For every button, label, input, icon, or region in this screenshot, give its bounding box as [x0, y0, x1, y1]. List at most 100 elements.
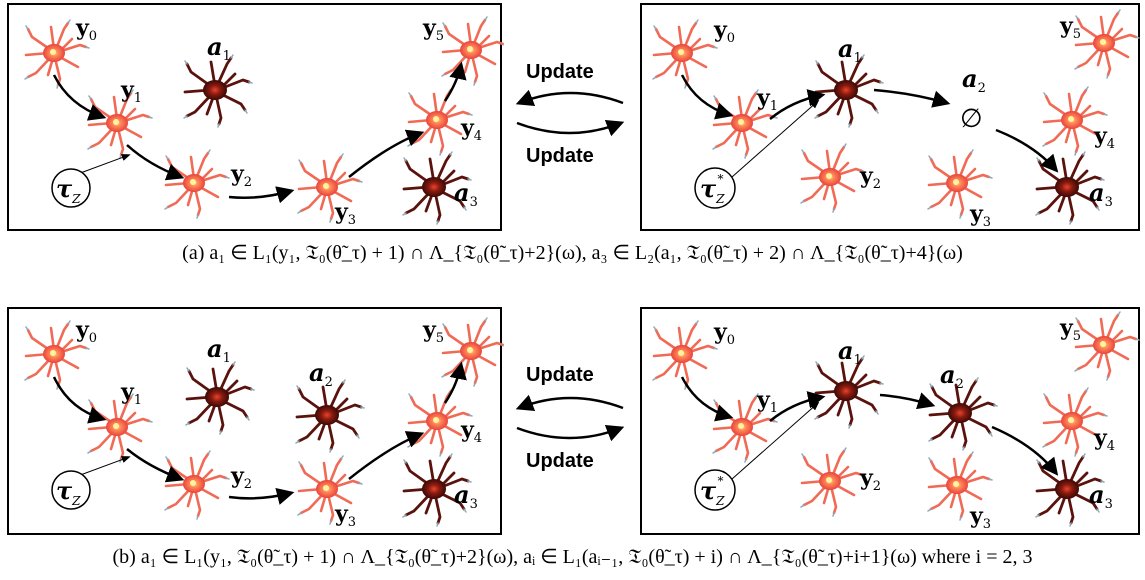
neuron-y5 [1073, 310, 1141, 382]
label-y2: y2 [230, 161, 252, 190]
arrow-y0-y1 [680, 74, 734, 120]
tau-circle [51, 470, 91, 510]
panel-a-right-graph: y0 y1 y2 y3 y4 y5 a1 a2 ∅ a3 τZ* [651, 8, 1141, 230]
neuron-y0 [651, 319, 719, 391]
label-a2: a2 [962, 64, 986, 96]
update-label-bottom: Update [526, 450, 594, 472]
arrow-a2-a3 [995, 128, 1059, 173]
neuron-y2 [163, 449, 231, 521]
arrow-a1-a2 [879, 392, 936, 410]
label-y1: y1 [756, 387, 778, 416]
label-y3: y3 [334, 199, 356, 228]
panel-a-right: y0 y1 y2 y3 y4 y5 a1 a2 ∅ a3 τZ* [640, 3, 1141, 231]
label-a3: a3 [1089, 178, 1113, 210]
label-a1: a1 [838, 336, 862, 368]
label-y0: y0 [75, 15, 97, 44]
label-y2: y2 [859, 163, 881, 192]
label-a2: a2 [309, 358, 333, 390]
label-y3: y3 [969, 503, 991, 532]
neuron-y2 [799, 142, 867, 214]
arrow-tau-a1 [731, 99, 820, 178]
label-tau: τZ [56, 174, 81, 206]
label-y2: y2 [859, 465, 881, 494]
label-y5: y5 [422, 317, 444, 346]
label-a1: a1 [838, 34, 862, 66]
tau-circle [51, 168, 91, 208]
update-label-top: Update [526, 364, 594, 386]
update-arrows-a: Update Update [505, 55, 635, 175]
arrow-y3-y4 [348, 431, 425, 480]
label-y3: y3 [969, 201, 991, 230]
tau-star-circle [694, 469, 736, 511]
label-tau: τZ* [700, 172, 725, 206]
panel-b-right: y0 y1 y2 y3 y4 y5 a1 a2 a3 τZ* [640, 307, 1141, 535]
neuron-y5 [440, 15, 504, 87]
neuron-y2 [163, 148, 231, 220]
panel-b-left: y0 y1 y2 y3 y4 y5 a1 a2 a3 τZ [7, 307, 504, 535]
neuron-a1 [184, 360, 256, 436]
label-y0: y0 [75, 317, 97, 346]
label-a2: a2 [940, 360, 964, 392]
label-tau: τZ* [700, 474, 725, 508]
arrow-y0-y1 [680, 376, 734, 422]
update-label-top: Update [526, 61, 594, 83]
update-arrow-right [516, 119, 625, 137]
label-y3: y3 [334, 501, 356, 530]
arrow-y0-y1 [52, 74, 107, 121]
neuron-y2 [799, 446, 867, 518]
arrow-tau-y1 [74, 456, 131, 478]
panel-b-left-graph: y0 y1 y2 y3 y4 y5 a1 a2 a3 τZ [23, 316, 504, 530]
label-y1: y1 [120, 77, 142, 106]
arrow-y4-y5 [443, 361, 467, 404]
update-arrow-left [515, 394, 624, 412]
update-label-bottom: Update [526, 145, 594, 167]
neuron-y1 [86, 392, 154, 464]
arrow-y1-y2 [126, 448, 185, 483]
caption-b: (b) a₁ ∈ L₁(y₁, 𝔗₀(θ̃_τ) + 1) ∩ Λ_{𝔗₀(θ̃… [112, 546, 1033, 568]
label-y5: y5 [422, 15, 444, 44]
arrow-a1-a2 [873, 88, 951, 108]
arrow-tau-a1 [731, 401, 820, 480]
label-y0: y0 [713, 17, 735, 46]
panel-b-right-graph: y0 y1 y2 y3 y4 y5 a1 a2 a3 τZ* [651, 310, 1141, 532]
label-y5: y5 [1059, 315, 1081, 344]
label-a3: a3 [454, 178, 478, 210]
label-y4: y4 [460, 115, 482, 144]
arrow-y1-a1 [769, 391, 826, 422]
arrow-y1-a1 [769, 89, 826, 120]
neuron-a1 [813, 354, 885, 430]
empty-set-symbol: ∅ [960, 104, 983, 134]
label-y4: y4 [1093, 123, 1115, 152]
label-y4: y4 [460, 417, 482, 446]
neuron-y0 [651, 18, 719, 90]
label-tau: τZ [56, 476, 81, 508]
arrow-y2-y3 [228, 487, 295, 505]
arrow-y0-y1 [52, 376, 107, 424]
neuron-y3 [296, 152, 364, 224]
neuron-a1 [813, 53, 885, 129]
label-a1: a1 [207, 32, 231, 64]
label-a3: a3 [454, 480, 478, 512]
update-arrows-b: Update Update [505, 360, 635, 480]
neuron-a1 [182, 53, 254, 129]
neuron-a2 [294, 378, 366, 454]
arrow-y3-y4 [348, 129, 425, 178]
neuron-y5 [440, 316, 504, 388]
arrow-y4-y5 [443, 61, 467, 102]
neuron-y5 [1073, 8, 1141, 80]
arrow-y2-y3 [228, 186, 295, 204]
panel-a-left: y0 y1 y2 y3 y4 y5 a1 a3 τZ [7, 3, 504, 231]
label-y1: y1 [120, 379, 142, 408]
label-a3: a3 [1089, 480, 1113, 512]
neuron-y3 [296, 454, 364, 526]
label-y0: y0 [713, 319, 735, 348]
caption-a: (a) a₁ ∈ L₁(y₁, 𝔗₀(θ̃_τ) + 1) ∩ Λ_{𝔗₀(θ̃… [182, 242, 963, 264]
label-y4: y4 [1093, 425, 1115, 454]
label-y5: y5 [1059, 13, 1081, 42]
label-y1: y1 [756, 85, 778, 114]
panel-a-left-graph: y0 y1 y2 y3 y4 y5 a1 a3 τZ [23, 15, 504, 228]
neuron-y1 [86, 88, 154, 160]
arrow-a2-a3 [991, 425, 1059, 476]
label-a1: a1 [207, 334, 231, 366]
label-y2: y2 [230, 463, 252, 492]
